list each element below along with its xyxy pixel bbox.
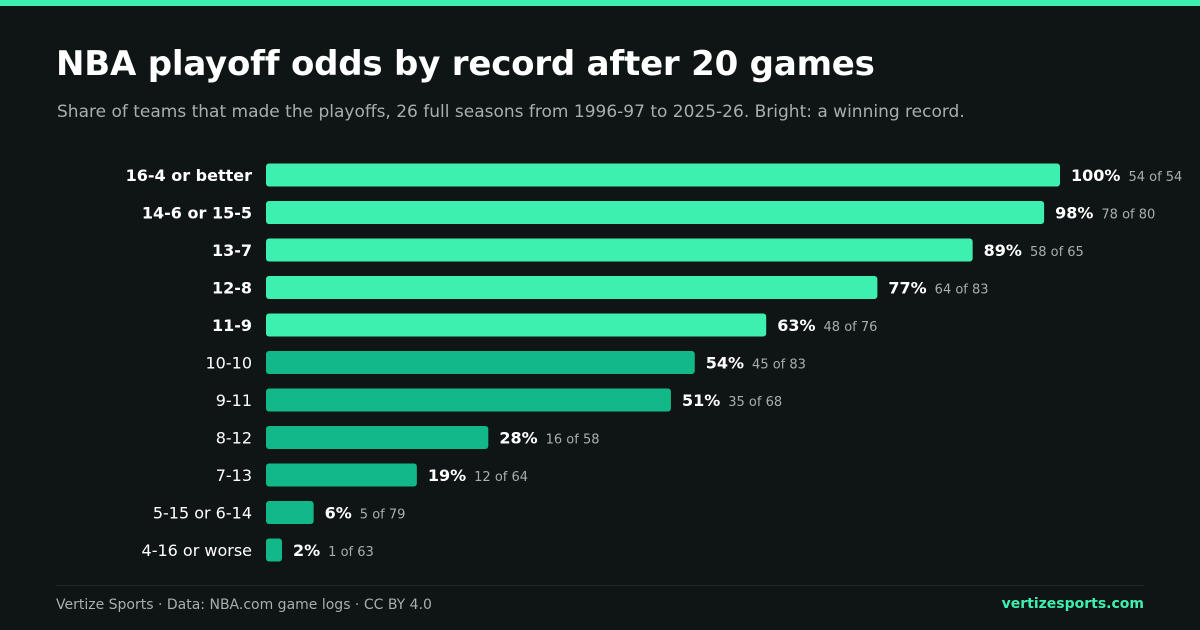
value-count: 64 of 83 bbox=[935, 283, 989, 298]
bar bbox=[266, 351, 695, 374]
bar-row: 5-15 or 6-14 6% 5 of 79 bbox=[153, 501, 406, 524]
bar bbox=[266, 463, 417, 487]
category-label: 13-7 bbox=[212, 241, 252, 260]
value-label: 2% 1 of 63 bbox=[293, 541, 374, 560]
bar-row: 10-10 54% 45 of 83 bbox=[206, 351, 806, 374]
category-label: 11-9 bbox=[212, 316, 252, 335]
value-count: 12 of 64 bbox=[474, 470, 528, 485]
bar bbox=[266, 426, 489, 449]
value-percent: 89% bbox=[984, 241, 1022, 260]
category-label: 8-12 bbox=[216, 429, 252, 448]
value-percent: 2% bbox=[293, 541, 320, 560]
chart-subtitle: Share of teams that made the playoffs, 2… bbox=[57, 102, 965, 122]
bar bbox=[266, 538, 282, 562]
category-label: 4-16 or worse bbox=[142, 541, 252, 560]
bar bbox=[266, 388, 671, 412]
bar-row: 8-12 28% 16 of 58 bbox=[216, 426, 600, 449]
bar-row: 11-9 63% 48 of 76 bbox=[212, 313, 877, 337]
bar-row: 7-13 19% 12 of 64 bbox=[216, 463, 528, 487]
value-label: 100% 54 of 54 bbox=[1071, 166, 1182, 185]
value-label: 51% 35 of 68 bbox=[682, 391, 782, 410]
category-label: 16-4 or better bbox=[126, 166, 253, 185]
category-label: 14-6 or 15-5 bbox=[142, 204, 252, 223]
value-count: 35 of 68 bbox=[728, 395, 782, 410]
value-label: 98% 78 of 80 bbox=[1055, 204, 1155, 223]
value-count: 5 of 79 bbox=[360, 508, 406, 523]
footer-site-link[interactable]: vertizesports.com bbox=[1001, 596, 1144, 612]
value-label: 28% 16 of 58 bbox=[499, 429, 599, 448]
top-accent-bar bbox=[0, 0, 1200, 6]
value-count: 1 of 63 bbox=[328, 545, 374, 560]
value-percent: 51% bbox=[682, 391, 720, 410]
bar bbox=[266, 276, 878, 299]
footer-credit: Vertize Sports · Data: NBA.com game logs… bbox=[56, 597, 432, 613]
bar-row: 12-8 77% 64 of 83 bbox=[212, 276, 989, 299]
category-label: 10-10 bbox=[206, 354, 253, 373]
bar-row: 16-4 or better 100% 54 of 54 bbox=[126, 163, 1182, 187]
value-label: 77% 64 of 83 bbox=[888, 279, 988, 298]
bar-row: 13-7 89% 58 of 65 bbox=[212, 238, 1084, 262]
footer-divider bbox=[56, 585, 1144, 586]
value-count: 78 of 80 bbox=[1101, 208, 1155, 223]
value-percent: 19% bbox=[428, 466, 466, 485]
bar-row: 4-16 or worse 2% 1 of 63 bbox=[142, 538, 374, 562]
value-percent: 54% bbox=[706, 354, 744, 373]
category-label: 9-11 bbox=[216, 391, 252, 410]
value-percent: 6% bbox=[325, 504, 352, 523]
value-percent: 63% bbox=[777, 316, 815, 335]
value-percent: 28% bbox=[499, 429, 537, 448]
value-percent: 100% bbox=[1071, 166, 1120, 185]
category-label: 7-13 bbox=[216, 466, 252, 485]
page-title: NBA playoff odds by record after 20 game… bbox=[56, 44, 875, 84]
bar bbox=[266, 313, 767, 337]
value-label: 63% 48 of 76 bbox=[777, 316, 877, 335]
value-count: 54 of 54 bbox=[1128, 170, 1182, 185]
value-count: 58 of 65 bbox=[1030, 245, 1084, 260]
bar-row: 14-6 or 15-5 98% 78 of 80 bbox=[142, 201, 1155, 224]
value-count: 48 of 76 bbox=[824, 320, 878, 335]
value-count: 16 of 58 bbox=[546, 433, 600, 448]
bar bbox=[266, 201, 1045, 224]
category-label: 5-15 or 6-14 bbox=[153, 504, 252, 523]
value-label: 19% 12 of 64 bbox=[428, 466, 528, 485]
bar-row: 9-11 51% 35 of 68 bbox=[216, 388, 782, 412]
bar bbox=[266, 238, 973, 262]
value-label: 6% 5 of 79 bbox=[325, 504, 406, 523]
bar bbox=[266, 163, 1060, 187]
value-label: 54% 45 of 83 bbox=[706, 354, 806, 373]
value-percent: 98% bbox=[1055, 204, 1093, 223]
bar bbox=[266, 501, 314, 524]
value-percent: 77% bbox=[888, 279, 926, 298]
category-label: 12-8 bbox=[212, 279, 252, 298]
value-label: 89% 58 of 65 bbox=[984, 241, 1084, 260]
value-count: 45 of 83 bbox=[752, 358, 806, 373]
